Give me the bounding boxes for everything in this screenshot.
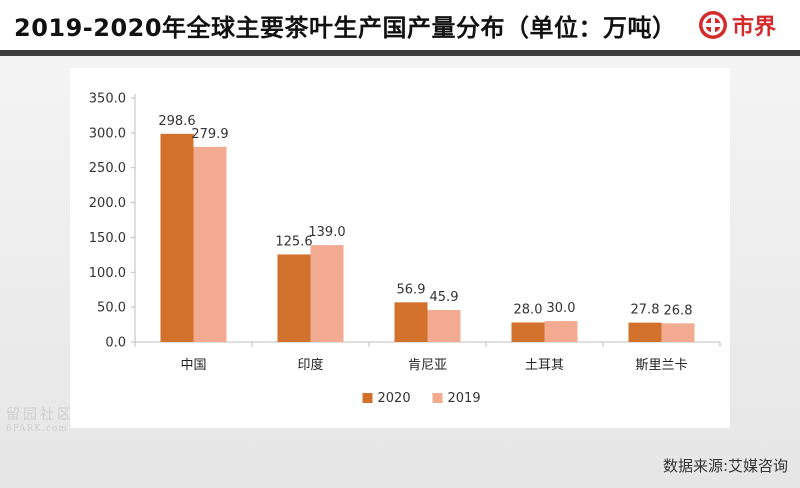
header-divider	[0, 50, 800, 56]
y-tick-label: 250.0	[89, 161, 126, 176]
y-tick-label: 0.0	[105, 336, 126, 351]
watermark: 留园社区 6PARK.com	[6, 408, 74, 434]
y-tick-label: 200.0	[89, 196, 126, 211]
y-tick-label: 100.0	[89, 266, 126, 281]
data-label: 28.0	[514, 302, 543, 317]
header: 2019-2020年全球主要茶叶生产国产量分布（单位：万吨） 市界	[0, 0, 800, 50]
brand-logo-icon	[698, 11, 727, 39]
data-label: 298.6	[158, 114, 195, 129]
data-label: 30.0	[547, 301, 576, 316]
bar	[511, 322, 545, 342]
bar	[628, 322, 662, 342]
x-tick-label: 土耳其	[525, 358, 564, 373]
bar	[160, 133, 194, 342]
data-label: 139.0	[308, 225, 345, 240]
bar	[310, 245, 344, 342]
y-tick-label: 350.0	[89, 92, 126, 107]
bar	[427, 310, 461, 342]
data-label: 26.8	[664, 303, 693, 318]
data-label: 45.9	[430, 290, 459, 305]
bar	[661, 323, 695, 342]
y-tick-label: 300.0	[89, 126, 126, 141]
data-label: 279.9	[191, 127, 228, 142]
source-note: 数据来源:艾媒咨询	[662, 457, 788, 475]
chart-card: 0.0 50.0 100.0 150.0 200.0 250.0 300.0 350.0 298…	[70, 68, 730, 428]
y-tick-label: 50.0	[97, 301, 126, 316]
x-tick-label: 中国	[180, 358, 206, 373]
y-tick-label: 150.0	[89, 231, 126, 246]
bar	[394, 302, 428, 342]
data-label: 56.9	[397, 282, 426, 297]
data-label: 27.8	[631, 303, 660, 318]
data-label: 125.6	[275, 234, 312, 249]
x-tick-label: 斯里兰卡	[635, 358, 687, 373]
legend-swatch	[432, 393, 443, 403]
bar	[277, 254, 311, 342]
legend-label: 2019	[448, 391, 481, 406]
legend-swatch	[362, 393, 373, 403]
x-tick-label: 肯尼亚	[408, 358, 447, 373]
bar-chart: 0.0 50.0 100.0 150.0 200.0 250.0 300.0 350.0 298…	[89, 92, 721, 406]
bar	[544, 321, 578, 342]
watermark-en: 6PARK.com	[6, 424, 68, 434]
legend-label: 2020	[378, 391, 411, 406]
brand-name: 市界	[731, 15, 776, 40]
bar	[193, 146, 227, 342]
page-title: 2019-2020年全球主要茶叶生产国产量分布（单位：万吨）	[14, 14, 677, 42]
x-tick-label: 印度	[297, 357, 323, 373]
brand: 市界	[698, 9, 776, 41]
watermark-cn: 留园社区	[6, 407, 74, 423]
